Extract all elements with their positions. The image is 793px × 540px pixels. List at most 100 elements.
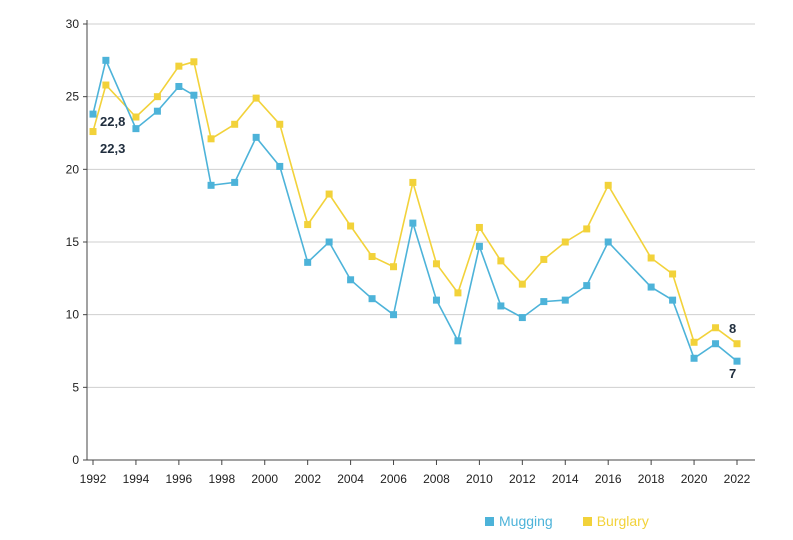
y-tick-label-10: 10 (66, 308, 80, 322)
point-mugging-17 (454, 337, 462, 345)
point-mugging-13 (368, 295, 376, 303)
point-mugging-28 (712, 340, 720, 348)
legend: Mugging Burglary (485, 513, 649, 529)
point-burglary-14 (390, 263, 398, 271)
series-line-mugging (92, 57, 738, 362)
y-tick-label-30: 30 (66, 17, 80, 31)
point-mugging-1 (102, 56, 110, 64)
point-burglary-22 (561, 238, 569, 246)
x-tick-label-2008: 2008 (423, 472, 450, 486)
data-label-burglary-end: 8 (729, 321, 736, 336)
y-tick-labels: 0 5 10 15 20 25 30 (66, 17, 80, 467)
axes (83, 20, 755, 465)
point-mugging-21 (540, 298, 548, 306)
point-mugging-19 (497, 302, 505, 310)
point-mugging-29 (733, 357, 741, 365)
point-mugging-14 (390, 311, 398, 319)
point-burglary-8 (252, 94, 260, 102)
point-burglary-16 (432, 260, 440, 268)
series-line-burglary (92, 60, 738, 345)
point-mugging-2 (132, 125, 140, 133)
point-mugging-4 (175, 82, 183, 90)
point-burglary-24 (604, 181, 612, 189)
point-burglary-10 (304, 221, 312, 229)
point-mugging-11 (325, 238, 333, 246)
x-tick-label-2022: 2022 (724, 472, 751, 486)
data-label-burglary-start: 22,3 (100, 141, 125, 156)
point-mugging-3 (153, 107, 161, 115)
point-burglary-1 (102, 81, 110, 89)
point-burglary-13 (368, 253, 376, 261)
point-burglary-2 (132, 113, 140, 121)
y-tick-label-20: 20 (66, 162, 80, 176)
data-labels: 22,8 22,3 8 7 (100, 114, 736, 381)
x-tick-label-2020: 2020 (681, 472, 708, 486)
point-burglary-19 (497, 257, 505, 265)
point-burglary-9 (276, 120, 284, 128)
point-mugging-6 (207, 181, 215, 189)
point-mugging-23 (583, 282, 591, 290)
point-burglary-0 (89, 128, 97, 136)
point-mugging-27 (690, 354, 698, 362)
series-group (89, 56, 741, 365)
x-tick-label-1996: 1996 (166, 472, 193, 486)
y-tick-label-15: 15 (66, 235, 80, 249)
point-mugging-22 (561, 296, 569, 304)
data-label-mugging-end: 7 (729, 366, 736, 381)
point-mugging-5 (190, 91, 198, 99)
point-burglary-17 (454, 289, 462, 297)
x-tick-label-2014: 2014 (552, 472, 579, 486)
x-tick-label-2016: 2016 (595, 472, 622, 486)
x-tick-label-2004: 2004 (337, 472, 364, 486)
point-burglary-11 (325, 190, 333, 198)
data-label-mugging-start: 22,8 (100, 114, 125, 129)
legend-swatch-mugging (485, 516, 494, 526)
y-tick-label-0: 0 (72, 453, 79, 467)
point-mugging-26 (669, 296, 677, 304)
gridlines (87, 23, 755, 388)
legend-label-mugging: Mugging (499, 513, 553, 529)
point-mugging-20 (518, 314, 526, 322)
legend-label-burglary: Burglary (596, 513, 649, 529)
point-mugging-9 (276, 162, 284, 170)
point-burglary-6 (207, 135, 215, 143)
point-burglary-15 (409, 178, 417, 186)
x-tick-label-1994: 1994 (123, 472, 150, 486)
point-mugging-18 (475, 242, 483, 250)
x-tick-label-2010: 2010 (466, 472, 493, 486)
point-burglary-27 (690, 338, 698, 346)
point-mugging-12 (347, 276, 355, 284)
x-tick-label-2018: 2018 (638, 472, 665, 486)
point-mugging-8 (252, 133, 260, 141)
legend-item-burglary: Burglary (582, 513, 649, 529)
y-tick-label-25: 25 (66, 90, 80, 104)
point-burglary-18 (475, 223, 483, 231)
point-mugging-7 (231, 178, 239, 186)
x-tick-label-2002: 2002 (294, 472, 321, 486)
point-mugging-10 (304, 258, 312, 266)
point-mugging-25 (647, 283, 655, 291)
legend-swatch-burglary (582, 516, 592, 526)
point-mugging-24 (604, 238, 612, 246)
point-burglary-23 (583, 225, 591, 233)
point-burglary-3 (153, 93, 161, 101)
y-tick-label-5: 5 (72, 380, 79, 394)
x-tick-label-2000: 2000 (251, 472, 278, 486)
point-burglary-28 (712, 324, 720, 332)
point-mugging-0 (89, 110, 97, 118)
x-tick-label-1992: 1992 (80, 472, 107, 486)
point-burglary-26 (669, 270, 677, 278)
x-tick-label-1998: 1998 (208, 472, 235, 486)
point-burglary-21 (540, 255, 548, 263)
point-burglary-7 (231, 120, 239, 128)
point-burglary-29 (733, 340, 741, 348)
point-burglary-20 (518, 280, 526, 288)
point-mugging-15 (409, 219, 417, 227)
legend-item-mugging: Mugging (485, 513, 553, 529)
x-tick-label-2012: 2012 (509, 472, 536, 486)
point-burglary-5 (190, 58, 198, 66)
x-tick-label-2006: 2006 (380, 472, 407, 486)
x-tick-labels: 1992 1994 1996 1998 2000 2002 2004 2006 2008 2010… (80, 472, 751, 486)
point-burglary-4 (175, 62, 183, 70)
